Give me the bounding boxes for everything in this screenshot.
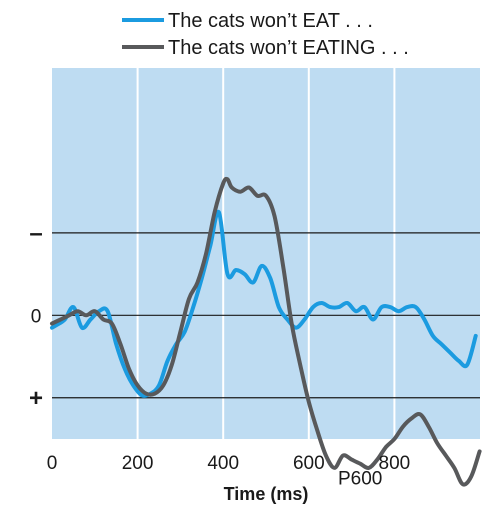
x-tick-label-600: 600	[293, 453, 325, 474]
annotation-p600: P600	[338, 469, 382, 490]
x-tick-label-400: 400	[207, 453, 239, 474]
x-tick-label-800: 800	[379, 453, 411, 474]
plot-background	[52, 68, 480, 439]
y-tick-label--1: –	[29, 220, 42, 247]
legend: The cats won’t EAT . . . The cats won’t …	[122, 10, 409, 59]
legend-label-eat: The cats won’t EAT . . .	[168, 10, 373, 32]
x-tick-label-200: 200	[122, 453, 154, 474]
y-tick-label-0: 0	[31, 306, 42, 327]
y-tick-labels: – 0 +	[29, 220, 43, 412]
y-tick-label-1: +	[29, 385, 43, 412]
series-line-1	[50, 176, 482, 487]
x-tick-labels: 0 200 400 600 800	[47, 453, 411, 474]
series-line-0	[50, 209, 478, 398]
x-tick-label-0: 0	[47, 453, 58, 474]
series-layer	[50, 176, 482, 487]
legend-label-eating: The cats won’t EATING . . .	[168, 37, 409, 59]
vertical-gridlines	[136, 68, 396, 439]
annotations: P600	[338, 469, 382, 490]
x-axis-label: Time (ms)	[224, 484, 309, 504]
horizontal-gridlines	[52, 232, 480, 482]
